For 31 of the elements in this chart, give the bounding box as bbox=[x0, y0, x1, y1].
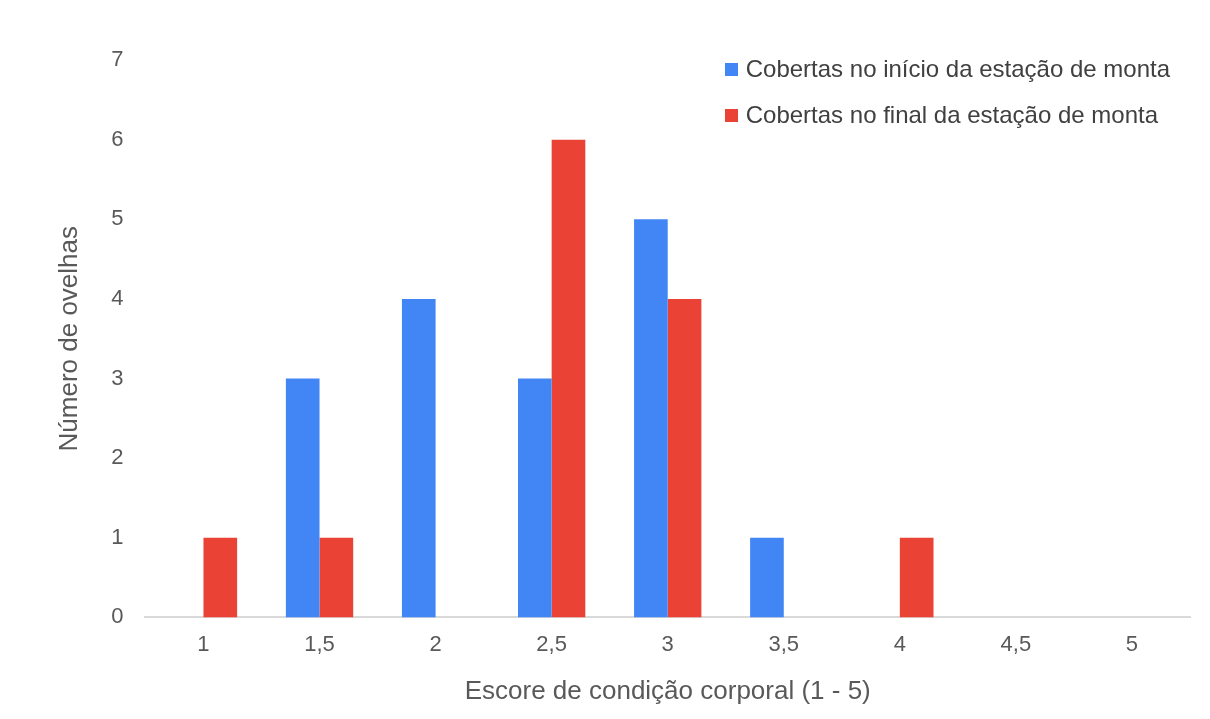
y-tick-label: 4 bbox=[111, 284, 124, 310]
bar bbox=[285, 378, 320, 618]
y-axis-title: Número de ovelhas bbox=[52, 225, 83, 452]
x-tick-label: 3,5 bbox=[768, 630, 800, 656]
y-tick-label: 1 bbox=[111, 523, 124, 549]
bar bbox=[667, 298, 702, 618]
x-tick-label: 4,5 bbox=[1000, 630, 1032, 656]
bar bbox=[899, 537, 934, 618]
y-tick-label: 5 bbox=[111, 205, 124, 231]
bar bbox=[401, 298, 436, 618]
x-axis-title: Escore de condição corporal (1 - 5) bbox=[464, 674, 871, 705]
x-tick-label: 4 bbox=[893, 630, 906, 656]
y-tick-label: 6 bbox=[111, 125, 124, 151]
x-tick-label: 5 bbox=[1125, 630, 1139, 656]
legend-label: Cobertas no final da estação de monta bbox=[745, 101, 1158, 129]
x-tick-label: 2 bbox=[429, 630, 442, 656]
bar bbox=[319, 537, 354, 618]
bar bbox=[750, 537, 784, 618]
y-tick-label: 3 bbox=[111, 364, 124, 390]
x-tick-label: 3 bbox=[661, 630, 674, 656]
bar bbox=[634, 219, 668, 618]
bar bbox=[551, 139, 586, 618]
legend-label: Cobertas no início da estação de monta bbox=[745, 55, 1170, 83]
y-tick-label: 7 bbox=[111, 46, 124, 72]
x-tick-label: 1 bbox=[197, 630, 210, 656]
y-tick-label: 2 bbox=[111, 444, 124, 470]
x-tick-label: 1,5 bbox=[304, 630, 335, 656]
bar bbox=[203, 537, 238, 618]
y-tick-label: 0 bbox=[111, 603, 124, 629]
x-tick-label: 2,5 bbox=[536, 630, 567, 656]
bar bbox=[518, 378, 552, 618]
